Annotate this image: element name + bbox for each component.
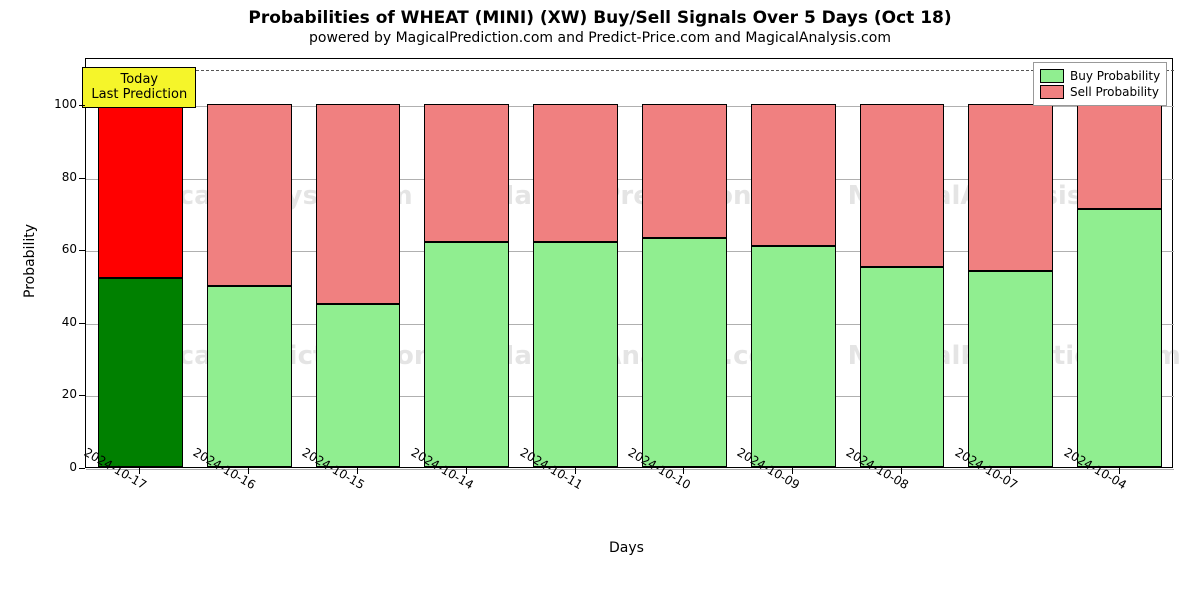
bar-sell <box>642 104 727 238</box>
bar-sell <box>98 104 183 278</box>
y-axis-label: Probability <box>22 224 38 298</box>
bar-sell <box>207 104 292 285</box>
ytick-label: 0 <box>37 460 77 474</box>
annotation-line2: Last Prediction <box>91 87 187 102</box>
bar-buy <box>424 242 509 467</box>
xtick-mark <box>139 468 140 474</box>
xtick-mark <box>1010 468 1011 474</box>
xtick-mark <box>792 468 793 474</box>
xtick-mark <box>357 468 358 474</box>
ytick-mark <box>79 468 85 469</box>
xtick-mark <box>466 468 467 474</box>
bar-buy <box>316 304 401 467</box>
bar-sell <box>968 104 1053 271</box>
xtick-mark <box>683 468 684 474</box>
xtick-mark <box>248 468 249 474</box>
bar-sell <box>316 104 401 304</box>
bar-sell <box>533 104 618 242</box>
ytick-mark <box>79 105 85 106</box>
legend-buy-swatch <box>1040 69 1064 83</box>
bar-buy <box>968 271 1053 467</box>
legend-sell-swatch <box>1040 85 1064 99</box>
ytick-mark <box>79 178 85 179</box>
legend-sell-label: Sell Probability <box>1070 85 1159 99</box>
x-axis-label: Days <box>609 540 644 556</box>
chart-subtitle: powered by MagicalPrediction.com and Pre… <box>0 28 1200 46</box>
bar-buy <box>642 238 727 467</box>
bar-buy <box>751 246 836 467</box>
ytick-label: 40 <box>37 315 77 329</box>
ytick-mark <box>79 250 85 251</box>
ytick-label: 60 <box>37 242 77 256</box>
bar-buy <box>860 267 945 467</box>
ytick-mark <box>79 395 85 396</box>
legend-buy-label: Buy Probability <box>1070 69 1160 83</box>
ytick-label: 20 <box>37 387 77 401</box>
gridline <box>86 469 1174 470</box>
bar-buy <box>533 242 618 467</box>
bar-buy <box>1077 209 1162 467</box>
ytick-mark <box>79 323 85 324</box>
bar-sell <box>424 104 509 242</box>
ytick-label: 100 <box>37 97 77 111</box>
legend: Buy Probability Sell Probability <box>1033 62 1167 106</box>
plot-area: MagicalAnalysis.comMagicalPrediction.com… <box>85 58 1173 468</box>
bar-sell <box>860 104 945 267</box>
bar-buy <box>98 278 183 467</box>
dashed-reference-line <box>86 70 1174 71</box>
chart-title: Probabilities of WHEAT (MINI) (XW) Buy/S… <box>0 0 1200 28</box>
bar-sell <box>751 104 836 246</box>
bar-sell <box>1077 104 1162 209</box>
xtick-mark <box>901 468 902 474</box>
legend-sell: Sell Probability <box>1040 85 1160 99</box>
legend-buy: Buy Probability <box>1040 69 1160 83</box>
ytick-label: 80 <box>37 170 77 184</box>
annotation-line1: Today <box>121 72 159 87</box>
today-annotation: TodayLast Prediction <box>82 67 196 108</box>
bar-buy <box>207 286 292 467</box>
